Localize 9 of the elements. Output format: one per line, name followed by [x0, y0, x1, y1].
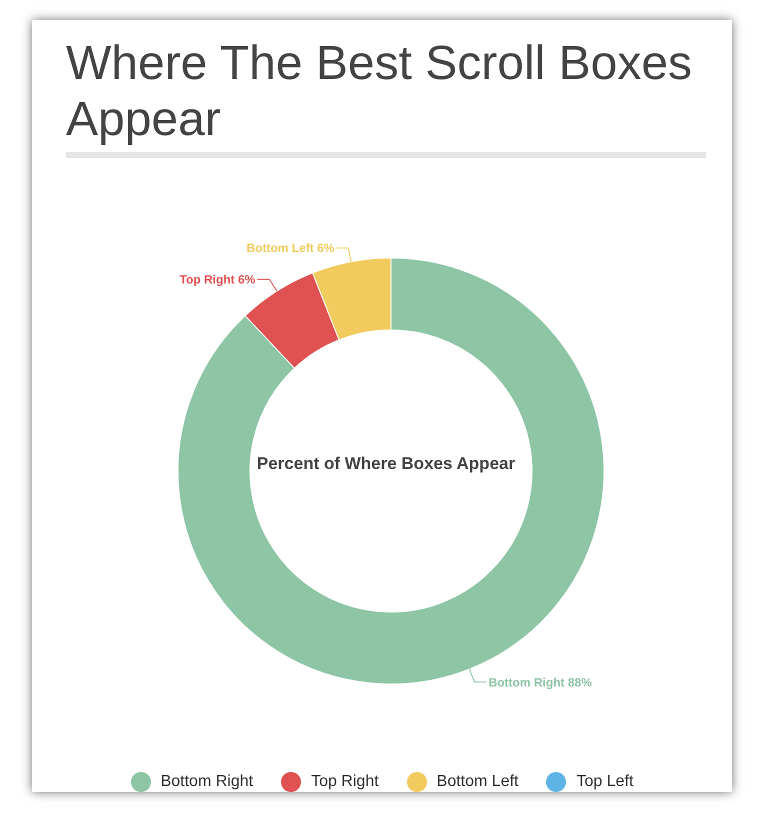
- data-label: Bottom Left 6%: [246, 241, 335, 256]
- legend-label: Top Left: [576, 773, 634, 791]
- text: Percent of Where Boxes Appear: [256, 454, 516, 474]
- legend-label: Top Right: [311, 773, 379, 791]
- legend-label: Bottom Left: [436, 773, 518, 791]
- data-label: Bottom Right 88%: [488, 675, 592, 690]
- data-label: Top Right 6%: [180, 272, 256, 287]
- legend-label: Bottom Right: [160, 773, 254, 791]
- chart-title: Where The Best Scroll Boxes Appear: [66, 36, 694, 148]
